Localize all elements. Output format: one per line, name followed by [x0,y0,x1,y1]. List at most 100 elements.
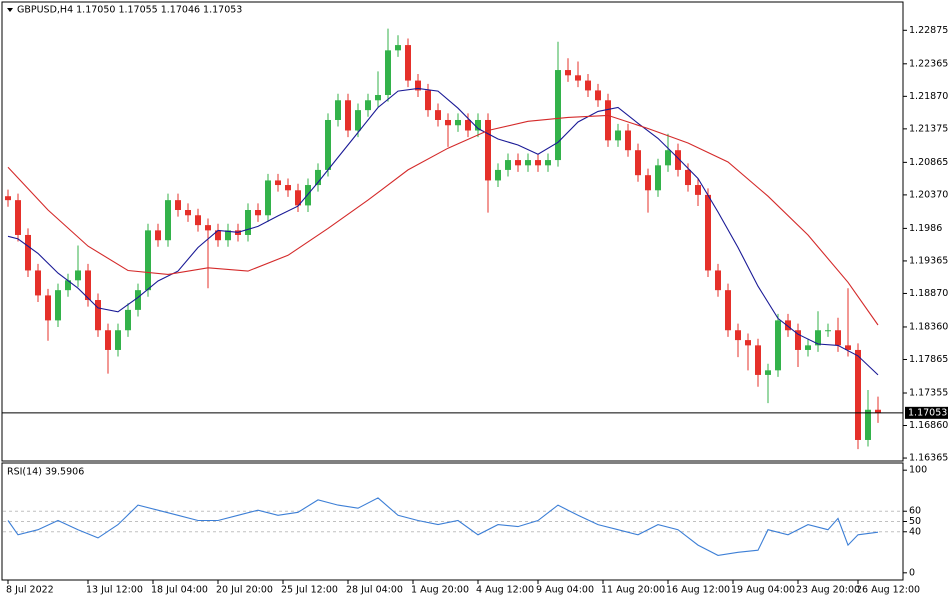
candle-body [55,290,61,321]
candle-body [205,225,211,231]
candle-body [65,280,71,291]
candle-body [675,150,681,170]
candle-body [645,175,651,191]
chart-title: GBPUSD,H4 1.17050 1.17055 1.17046 1.1705… [17,5,242,16]
candle-body [765,370,771,375]
x-tick-label: 1 Aug 20:00 [411,585,469,596]
rsi-tick-label: 100 [909,465,927,476]
candle-body [705,194,711,271]
candle-body [165,200,171,241]
candle-body [825,330,831,332]
candle-body [175,200,181,211]
y-tick-label: 1.21870 [909,91,948,102]
candle-body [585,80,591,91]
y-tick-label: 1.20370 [909,189,948,200]
candle-body [475,119,481,131]
current-price-label: 1.17053 [908,407,947,418]
candle-body [495,169,501,181]
candle-body [515,160,521,166]
candle-body [855,349,861,440]
x-tick-label: 23 Aug 20:00 [796,585,860,596]
candle-body [755,345,761,375]
rsi-line [7,497,879,556]
candle-body [95,300,101,331]
rsi-title: RSI(14) 39.5906 [7,467,84,478]
candle-body [715,270,721,291]
candle-body [245,210,251,235]
candle-body [615,130,621,141]
candle-body [455,119,461,126]
candle-body [665,150,671,166]
x-tick-label: 16 Aug 12:00 [666,585,730,596]
rsi-tick-label: 60 [909,506,921,517]
candle-body [565,70,571,76]
candle-body [15,200,21,235]
x-tick-label: 26 Aug 12:00 [856,585,920,596]
candle-body [275,180,281,186]
candle-body [815,330,821,346]
x-tick-label: 4 Aug 12:00 [476,585,534,596]
candle-body [445,119,451,126]
candle-body [625,130,631,151]
candle-body [25,234,31,271]
y-tick-label: 1.22875 [909,25,948,36]
candle-body [215,230,221,241]
candle-body [575,75,581,81]
candle-body [225,230,231,241]
candle-body [255,210,261,216]
candle-body [145,230,151,291]
y-tick-label: 1.17865 [909,354,948,365]
candle-body [805,345,811,350]
x-tick-label: 13 Jul 12:00 [86,585,143,596]
candle-body [395,45,401,51]
x-tick-label: 11 Aug 20:00 [601,585,665,596]
candle-body [785,320,791,331]
candle-body [635,150,641,176]
candle-body [695,185,701,195]
y-tick-label: 1.1986 [909,223,942,234]
candle-body [85,270,91,301]
y-tick-label: 1.21375 [909,123,948,134]
candle-body [465,119,471,131]
candle-body [195,215,201,226]
candle-body [45,295,51,321]
candle-body [115,330,121,350]
y-tick-label: 1.18360 [909,321,948,332]
rsi-tick-label: 50 [909,516,921,527]
candle-body [845,345,851,350]
candle-body [265,180,271,216]
candle-body [75,270,81,281]
candle-body [285,185,291,191]
candle-body [375,95,381,101]
candle-body [425,90,431,111]
candle-body [135,290,141,310]
candle-body [775,320,781,371]
y-tick-label: 1.22365 [909,58,948,69]
candle-body [355,110,361,131]
candle-body [485,119,491,181]
candle-body [505,160,511,170]
candle-body [745,340,751,346]
candle-body [385,50,391,96]
candle-body [305,185,311,206]
candle-body [295,190,301,206]
menu-arrow[interactable] [7,8,13,12]
candle-body [875,409,881,413]
candle-body [605,100,611,141]
candle-body [435,110,441,120]
candle-body [415,80,421,91]
rsi-tick-label: 0 [909,567,915,578]
candle-body [405,45,411,81]
candle-body [835,330,841,346]
x-tick-label: 18 Jul 04:00 [151,585,208,596]
candle-body [345,100,351,131]
candle-body [555,70,561,161]
y-tick-label: 1.16365 [909,453,948,464]
candle-body [5,196,11,201]
candle-body [655,165,661,191]
candle-body [155,230,161,241]
y-tick-label: 1.17355 [909,387,948,398]
candle-body [795,330,801,350]
x-tick-label: 8 Jul 2022 [6,585,54,596]
